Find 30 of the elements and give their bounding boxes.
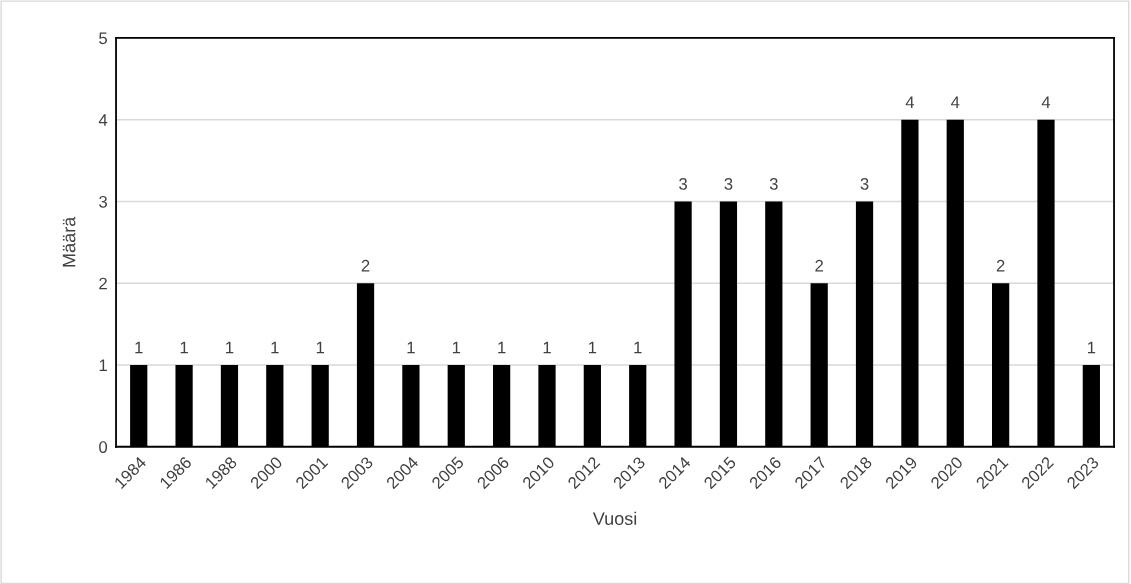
data-label: 1 [1087, 341, 1096, 354]
x-axis-title: Vuosi [592, 511, 637, 525]
data-label: 2 [996, 259, 1005, 272]
y-tick-label: 3 [99, 195, 107, 208]
data-label: 1 [226, 341, 234, 354]
data-label: 4 [1041, 96, 1051, 108]
data-label: 1 [316, 341, 324, 354]
data-label: 1 [452, 341, 461, 354]
data-label: 1 [180, 341, 188, 354]
data-label: 1 [135, 341, 143, 354]
y-tick-label: 4 [98, 114, 108, 126]
data-label: 1 [543, 341, 551, 354]
data-label: 1 [634, 341, 642, 354]
data-label: 4 [951, 96, 960, 108]
data-label: 3 [724, 178, 733, 190]
data-label: 1 [498, 341, 506, 354]
y-tick-label: 0 [99, 441, 108, 453]
y-tick-label: 2 [99, 277, 107, 290]
data-label: 1 [588, 341, 597, 354]
y-tick-label: 5 [99, 32, 108, 45]
y-tick-label: 1 [99, 359, 107, 372]
data-label: 2 [815, 259, 823, 272]
data-label: 3 [860, 178, 869, 190]
data-label: 4 [905, 96, 915, 108]
data-label: 1 [271, 341, 279, 354]
data-label: 2 [361, 259, 370, 272]
data-label: 3 [769, 178, 778, 190]
data-label: 1 [407, 341, 415, 354]
data-label: 3 [679, 178, 687, 190]
y-axis-title: Määrä [62, 216, 76, 267]
